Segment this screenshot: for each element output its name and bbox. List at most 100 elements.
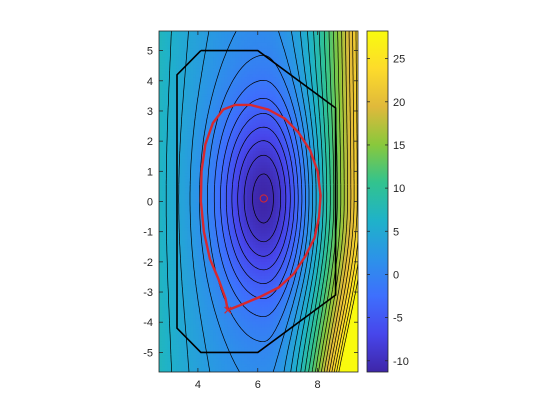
field-cell — [309, 366, 314, 370]
field-cell — [230, 218, 234, 222]
field-cell — [323, 366, 328, 370]
field-cell — [355, 241, 358, 245]
field-cell — [190, 255, 194, 259]
field-cell — [204, 255, 208, 259]
field-cell — [275, 346, 279, 350]
field-cell — [295, 212, 299, 217]
field-cell — [159, 275, 163, 279]
field-cell — [161, 195, 166, 200]
field-cell — [335, 346, 339, 350]
field-cell — [286, 212, 291, 217]
field-cell — [301, 218, 305, 222]
field-cell — [346, 360, 351, 365]
field-cell — [161, 210, 166, 214]
field-cell — [173, 289, 177, 294]
field-cell — [284, 312, 288, 316]
field-cell — [190, 170, 194, 174]
field-cell — [264, 335, 268, 339]
field-cell — [190, 238, 194, 242]
field-cell — [207, 269, 211, 274]
field-cell — [232, 278, 237, 282]
field-cell — [261, 244, 265, 248]
field-cell — [318, 283, 322, 288]
field-cell — [170, 332, 174, 336]
field-cell — [292, 275, 297, 279]
field-cell — [238, 366, 243, 370]
field-cell — [332, 238, 336, 242]
field-cell — [284, 318, 288, 322]
field-cell — [198, 255, 203, 259]
field-cell — [244, 212, 248, 217]
field-cell — [252, 357, 257, 362]
field-cell — [213, 241, 217, 245]
field-cell — [178, 195, 183, 200]
field-cell — [292, 232, 297, 237]
field-cell — [184, 235, 189, 240]
field-cell — [261, 272, 265, 276]
field-cell — [204, 298, 208, 302]
field-cell — [230, 238, 234, 242]
field-cell — [306, 269, 311, 274]
field-cell — [230, 332, 234, 336]
field-cell — [204, 286, 208, 291]
field-cell — [306, 349, 311, 353]
field-cell — [181, 278, 186, 282]
field-cell — [215, 195, 220, 200]
field-cell — [284, 300, 288, 305]
field-cell — [295, 241, 299, 245]
field-cell — [213, 252, 217, 257]
field-cell — [329, 269, 334, 274]
field-cell — [193, 246, 197, 251]
field-cell — [340, 343, 345, 348]
field-cell — [309, 187, 314, 191]
field-cell — [306, 326, 311, 330]
field-cell — [261, 173, 265, 177]
field-cell — [298, 340, 302, 345]
field-cell — [221, 363, 225, 367]
field-cell — [187, 306, 191, 311]
field-cell — [221, 238, 225, 242]
field-cell — [272, 173, 277, 177]
field-cell — [281, 289, 285, 294]
field-cell — [264, 210, 268, 214]
field-cell — [261, 329, 265, 333]
field-cell — [161, 360, 166, 365]
field-cell — [232, 178, 237, 183]
field-cell — [269, 275, 274, 279]
field-cell — [193, 167, 197, 171]
field-cell — [261, 190, 265, 194]
field-cell — [269, 272, 274, 276]
field-cell — [170, 175, 174, 180]
field-cell — [343, 369, 348, 372]
field-cell — [289, 320, 294, 325]
field-cell — [272, 346, 277, 350]
field-cell — [173, 255, 177, 259]
field-cell — [181, 255, 186, 259]
field-cell — [227, 269, 231, 274]
field-cell — [164, 329, 169, 333]
field-cell — [161, 215, 166, 220]
field-cell — [318, 264, 322, 268]
field-cell — [252, 207, 257, 211]
field-cell — [346, 363, 351, 367]
field-cell — [207, 175, 211, 180]
field-cell — [264, 272, 268, 276]
field-cell — [164, 295, 169, 299]
field-cell — [329, 303, 334, 308]
field-cell — [352, 289, 356, 294]
field-cell — [292, 309, 297, 313]
field-cell — [261, 266, 265, 271]
field-cell — [286, 323, 291, 328]
field-cell — [241, 309, 245, 313]
field-cell — [340, 238, 345, 242]
field-cell — [329, 255, 334, 259]
field-cell — [295, 335, 299, 339]
field-cell — [309, 369, 314, 372]
field-cell — [355, 278, 358, 282]
field-cell — [338, 312, 342, 316]
field-cell — [213, 244, 217, 248]
field-cell — [230, 261, 234, 265]
field-cell — [232, 303, 237, 308]
field-cell — [164, 352, 169, 356]
field-cell — [193, 286, 197, 291]
